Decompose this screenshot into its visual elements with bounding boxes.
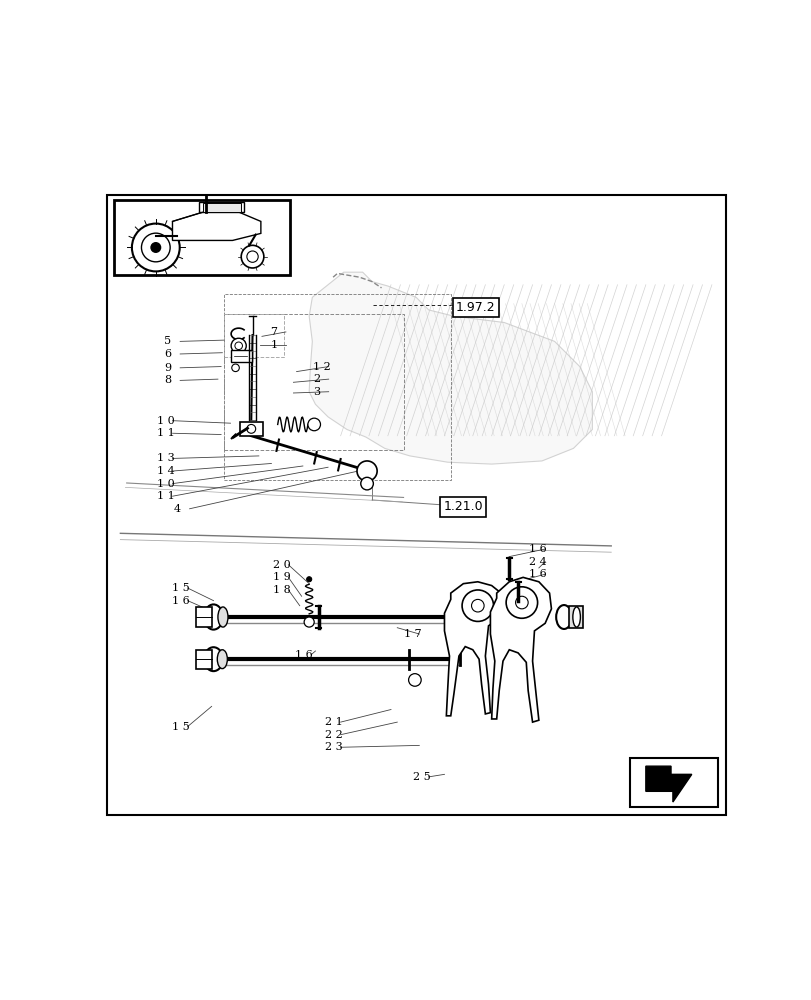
Bar (629, 758, 718, 807)
Bar (195, 650, 212, 669)
Circle shape (141, 233, 170, 262)
Text: 1 1: 1 1 (157, 428, 174, 438)
Ellipse shape (204, 604, 223, 630)
Text: 1 6: 1 6 (295, 650, 313, 660)
Circle shape (471, 599, 483, 612)
Text: 1 8: 1 8 (272, 585, 290, 595)
Text: 1 5: 1 5 (172, 583, 190, 593)
Ellipse shape (217, 650, 227, 669)
Bar (240, 422, 262, 436)
Text: 9: 9 (164, 363, 171, 373)
Text: 1.97.2: 1.97.2 (456, 301, 496, 314)
Text: 1 3: 1 3 (157, 453, 174, 463)
Text: 3: 3 (312, 387, 320, 397)
Circle shape (360, 477, 373, 490)
Circle shape (247, 251, 258, 262)
Text: 1 5: 1 5 (172, 722, 190, 732)
Ellipse shape (556, 605, 571, 629)
Text: 2 2: 2 2 (324, 730, 342, 740)
Circle shape (505, 587, 537, 618)
Text: 6: 6 (164, 349, 171, 359)
Circle shape (307, 418, 320, 431)
Circle shape (408, 674, 421, 686)
Circle shape (357, 461, 376, 481)
Circle shape (307, 577, 311, 582)
Circle shape (231, 338, 246, 353)
Text: 1: 1 (270, 340, 277, 350)
Bar (224, 314, 284, 357)
Polygon shape (309, 272, 592, 464)
Circle shape (234, 342, 242, 350)
Text: 1.21.0: 1.21.0 (443, 500, 483, 513)
Text: 1 6: 1 6 (529, 569, 547, 579)
Text: 2 5: 2 5 (413, 772, 430, 782)
Polygon shape (645, 766, 691, 802)
Text: 1 4: 1 4 (157, 466, 174, 476)
Circle shape (461, 590, 493, 621)
Text: 2 1: 2 1 (324, 717, 342, 727)
Circle shape (151, 243, 161, 252)
Bar (114, 200, 290, 275)
Bar (230, 350, 251, 362)
Text: 4: 4 (174, 504, 181, 514)
Bar (569, 606, 582, 628)
Text: 1 0: 1 0 (157, 479, 174, 489)
Text: 1 7: 1 7 (403, 629, 421, 639)
Text: 1 0: 1 0 (157, 416, 174, 426)
Text: 1 2: 1 2 (312, 362, 330, 372)
Polygon shape (444, 582, 502, 716)
Text: 2: 2 (312, 374, 320, 384)
Circle shape (231, 364, 239, 372)
Circle shape (247, 424, 255, 433)
Text: 2 4: 2 4 (529, 557, 547, 567)
Ellipse shape (217, 607, 228, 627)
Polygon shape (199, 202, 244, 212)
Bar (224, 294, 450, 480)
Circle shape (515, 596, 527, 609)
Text: 7: 7 (270, 327, 277, 337)
Polygon shape (172, 212, 260, 240)
Text: 8: 8 (164, 375, 171, 385)
Ellipse shape (572, 607, 580, 627)
Text: 5: 5 (164, 336, 171, 346)
Circle shape (131, 224, 179, 271)
Text: 2 3: 2 3 (324, 742, 342, 752)
Polygon shape (490, 577, 551, 722)
Polygon shape (202, 203, 241, 212)
Text: 1 6: 1 6 (529, 544, 547, 554)
Text: 2 0: 2 0 (272, 560, 290, 570)
Circle shape (241, 245, 264, 268)
Bar (195, 607, 212, 627)
Text: 1 9: 1 9 (272, 572, 290, 582)
Text: 1 6: 1 6 (172, 596, 190, 606)
Text: 1 1: 1 1 (157, 491, 174, 501)
Ellipse shape (204, 647, 223, 671)
Bar (224, 314, 403, 450)
Circle shape (304, 617, 314, 627)
